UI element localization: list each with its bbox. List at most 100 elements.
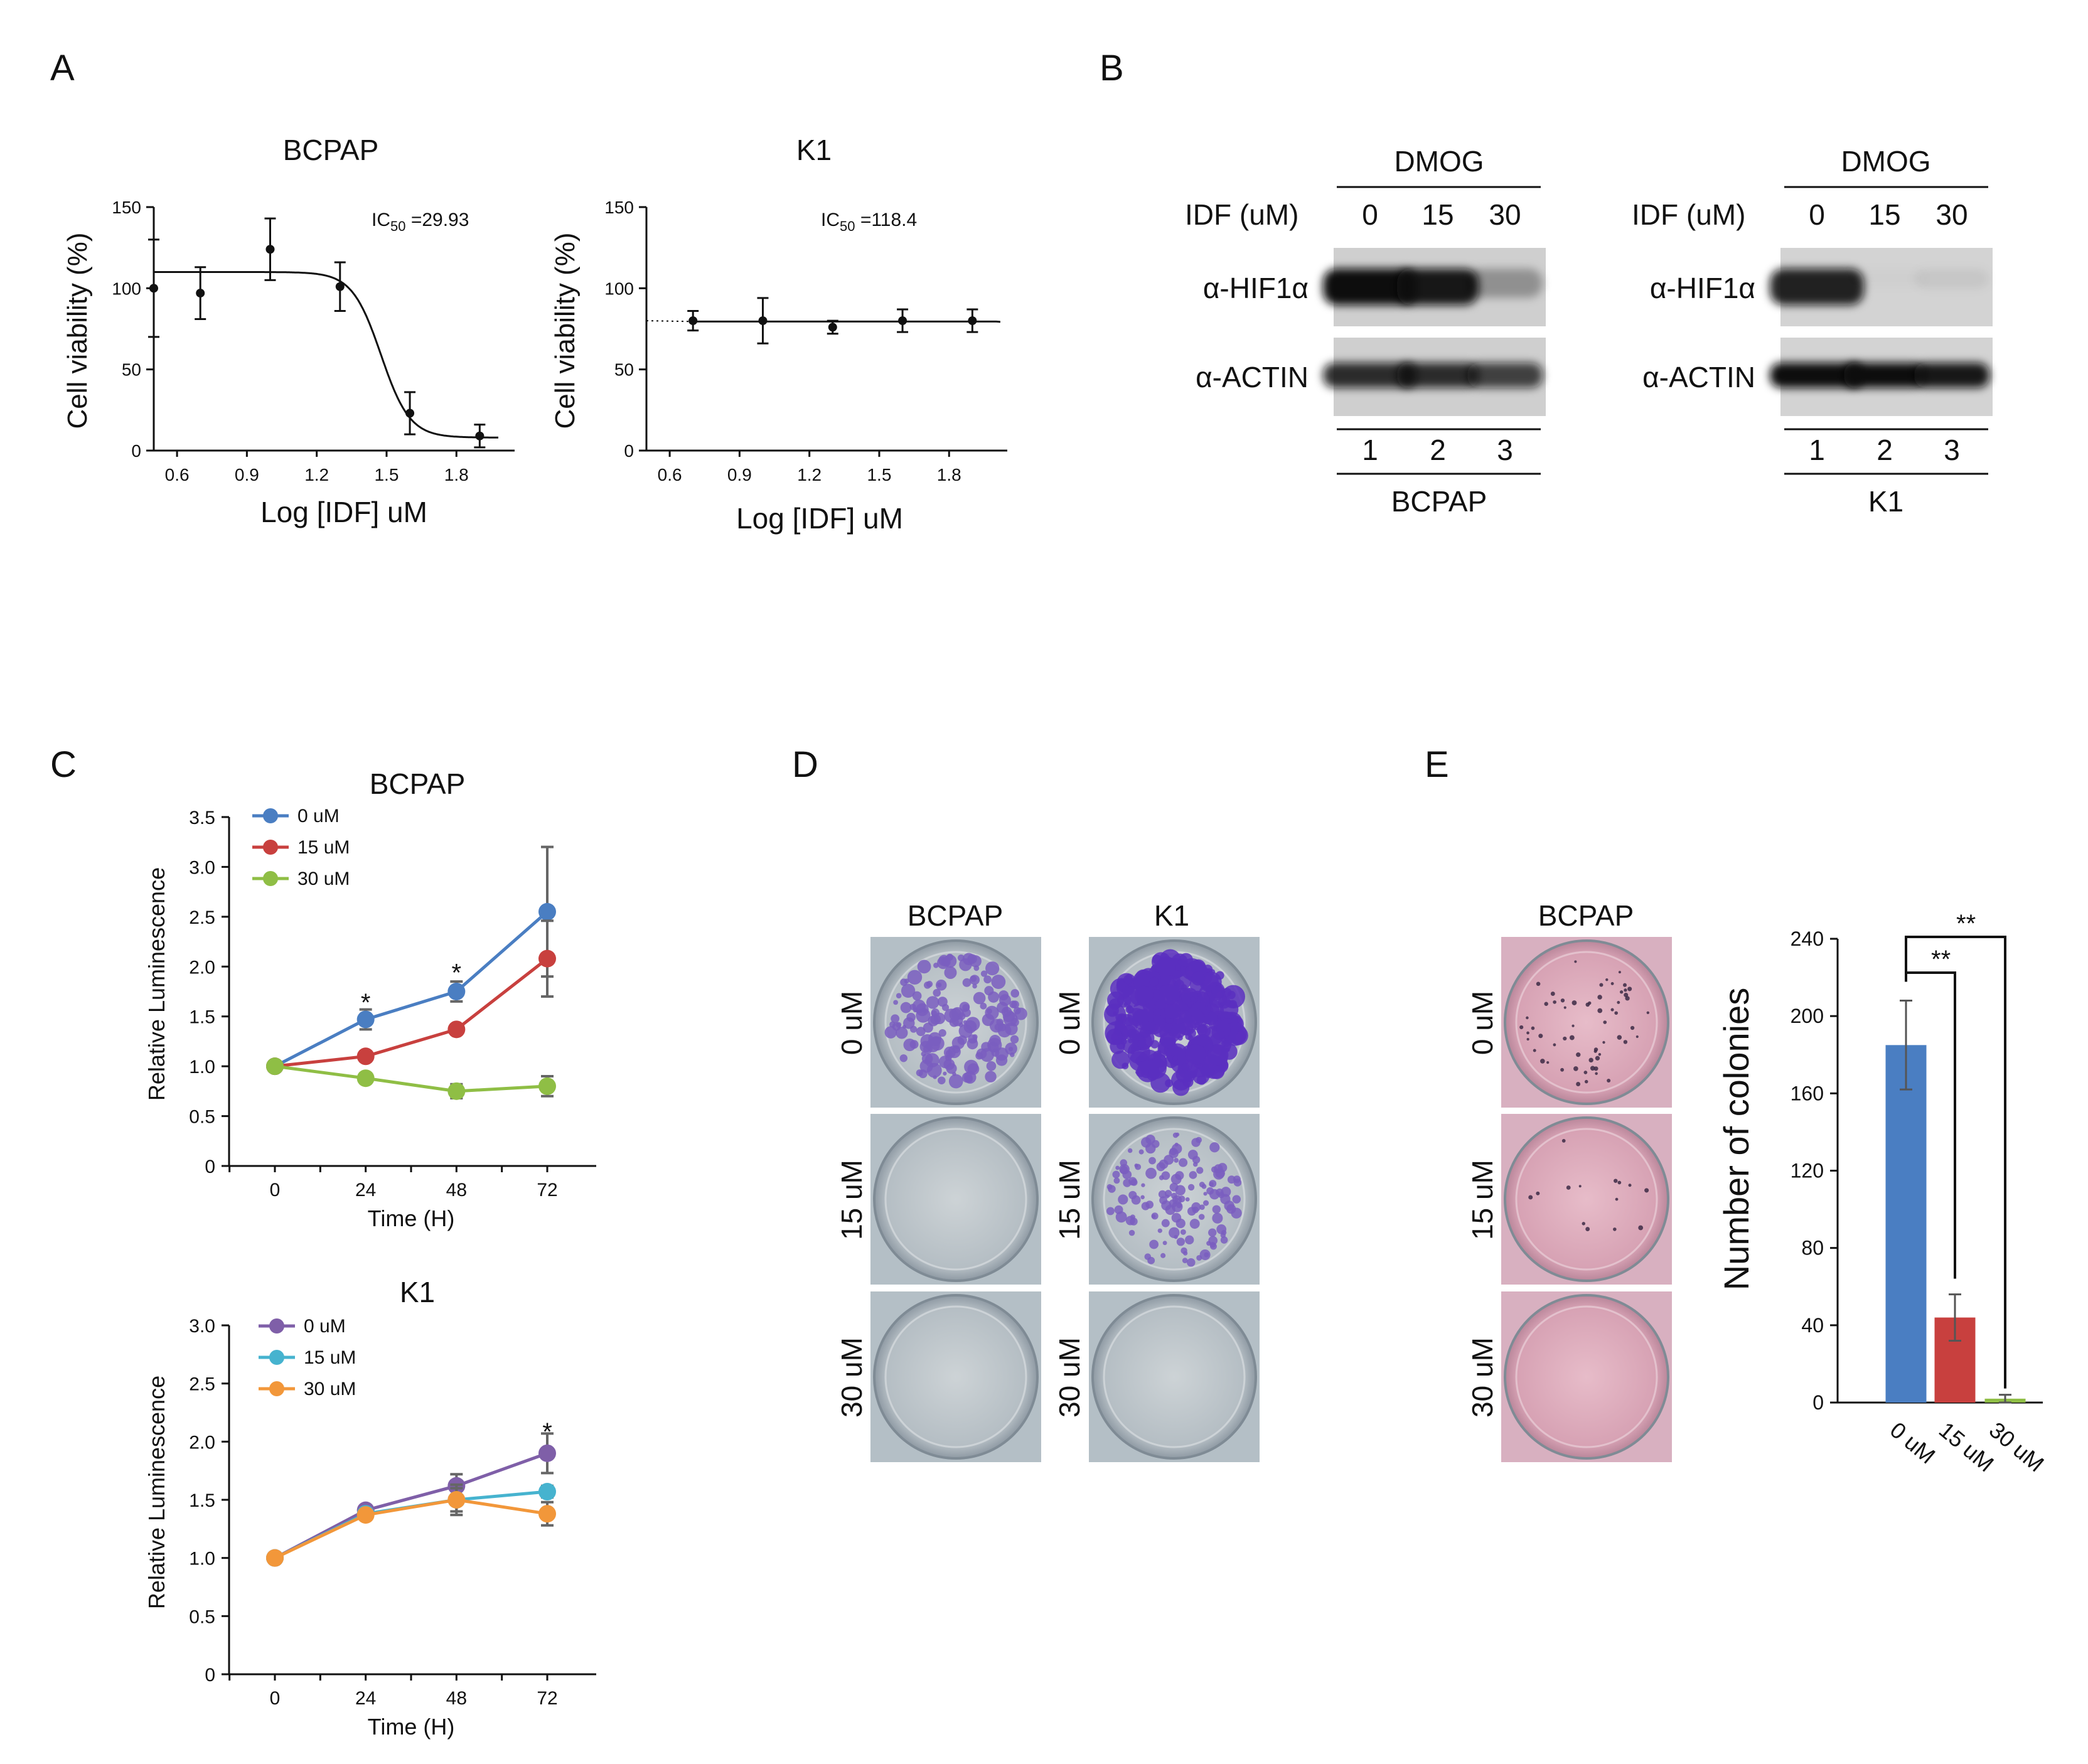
colony: [933, 988, 941, 997]
western-blot-k1: DMOG IDF (uM) 0 15 30 α-HIF1α α-ACTIN 1 …: [1632, 145, 1993, 518]
data-point: [538, 1077, 556, 1095]
colony: [899, 1054, 907, 1062]
colony: [986, 1061, 997, 1071]
colony: [931, 1010, 937, 1017]
dish-rim: [1103, 1305, 1246, 1448]
colony: [916, 1027, 926, 1037]
lane-number: 1: [1362, 434, 1378, 466]
colony: [1148, 1157, 1156, 1165]
data-point: [356, 1010, 375, 1029]
colony: [1615, 1197, 1619, 1201]
fit-curve: [693, 320, 1001, 323]
colony: [1151, 965, 1157, 971]
colony: [945, 1054, 952, 1062]
colony: [1224, 1035, 1229, 1039]
dish-rim: [1515, 1305, 1658, 1448]
colony: [944, 1008, 959, 1023]
colony: [1178, 1195, 1186, 1202]
colony: [1175, 1066, 1192, 1083]
colony: [1192, 1206, 1199, 1214]
colony: [1185, 1197, 1190, 1202]
bar: [1885, 1045, 1927, 1403]
x-tick-label: 24: [355, 1688, 376, 1709]
chart-a-k1: K1 Cell viability (%) Log [IDF] uM IC50 …: [550, 134, 1007, 535]
data-point: [447, 1491, 466, 1509]
colony: [937, 956, 950, 970]
colony: [1630, 1025, 1635, 1030]
colony: [1599, 983, 1603, 987]
colony: [1519, 1025, 1524, 1030]
colony: [944, 966, 957, 979]
colony: [1618, 971, 1621, 974]
x-axis-label: Log [IDF] uM: [260, 496, 427, 528]
colony: [933, 1012, 946, 1025]
colony: [913, 1007, 918, 1013]
y-tick-label: 3.0: [189, 1316, 215, 1337]
legend-label: 30 uM: [297, 869, 350, 889]
colony: [1128, 1229, 1135, 1236]
idf-label: IDF (uM): [1632, 198, 1745, 231]
x-tick-label: 48: [446, 1180, 467, 1200]
ic50-annotation: IC50 =118.4: [821, 210, 917, 234]
colony: [1158, 1190, 1167, 1199]
colony: [1617, 1035, 1622, 1040]
colony: [969, 975, 980, 985]
colony: [1628, 1184, 1632, 1187]
ic50-subscript: 50: [390, 218, 405, 234]
colony: [1602, 1040, 1605, 1044]
data-point: [356, 1506, 375, 1524]
colony: [1571, 1024, 1575, 1027]
blot-band-actin: [1323, 363, 1417, 388]
culture-dish: [1504, 1116, 1669, 1282]
y-tick-label: 0: [1812, 1391, 1824, 1414]
colony: [963, 1071, 977, 1084]
colony: [1540, 1059, 1545, 1064]
colony: [1230, 1026, 1239, 1035]
cell-line-label: K1: [1868, 485, 1903, 518]
colony: [1179, 1010, 1192, 1024]
colony: [943, 1071, 947, 1076]
y-tick-label: 3.0: [189, 857, 215, 878]
y-tick-label: 150: [604, 198, 634, 217]
colony: [1222, 988, 1232, 997]
blot-band-actin: [1770, 363, 1864, 388]
data-point: [149, 284, 158, 293]
colony: [1194, 1022, 1200, 1028]
y-tick-label: 50: [122, 360, 141, 380]
colony: [1560, 998, 1565, 1003]
colony: [1531, 1026, 1535, 1030]
colony: [1175, 1132, 1180, 1137]
panel-letter-d: D: [792, 744, 818, 785]
colony: [1603, 1020, 1607, 1024]
colony: [1569, 1035, 1575, 1040]
colony: [1109, 998, 1121, 1010]
colony: [958, 1022, 964, 1027]
culture-dish: [1504, 939, 1669, 1105]
colony: [1614, 1011, 1618, 1015]
blot-band-hif1a: [1914, 269, 1989, 289]
colony: [1588, 1057, 1593, 1063]
colony: [1210, 1243, 1217, 1250]
y-tick-label: 100: [112, 279, 141, 298]
colony: [985, 1071, 997, 1082]
dish-rim: [884, 1128, 1027, 1271]
culture-dish: [1091, 1294, 1257, 1460]
data-point: [196, 289, 205, 298]
chart-e-colonies: Number of colonies 0 40 80 120 160 200 240 0 uM…: [1716, 910, 2049, 1477]
colony: [1187, 1150, 1198, 1160]
y-tick-label: 2.0: [189, 957, 215, 978]
colony: [1176, 1203, 1182, 1209]
blot-band-actin: [1397, 363, 1479, 388]
colony: [1153, 1015, 1164, 1026]
colony: [1115, 1165, 1120, 1170]
colony: [1165, 1003, 1181, 1019]
data-point: [538, 1444, 556, 1462]
x-tick-label: 1.5: [374, 465, 399, 484]
legend-marker: [269, 1318, 284, 1334]
colony: [1528, 1195, 1533, 1200]
colony-plates-e: BCPAP 0 uM 15 uM 30 uM: [1466, 899, 1672, 1462]
colony: [1182, 1258, 1188, 1263]
x-tick-label: 1.8: [937, 465, 961, 484]
western-blot-bcpap: DMOG IDF (uM) 0 15 30 α-HIF1α α-ACTIN 1 …: [1185, 145, 1546, 518]
dose-label: 0: [1362, 198, 1378, 231]
